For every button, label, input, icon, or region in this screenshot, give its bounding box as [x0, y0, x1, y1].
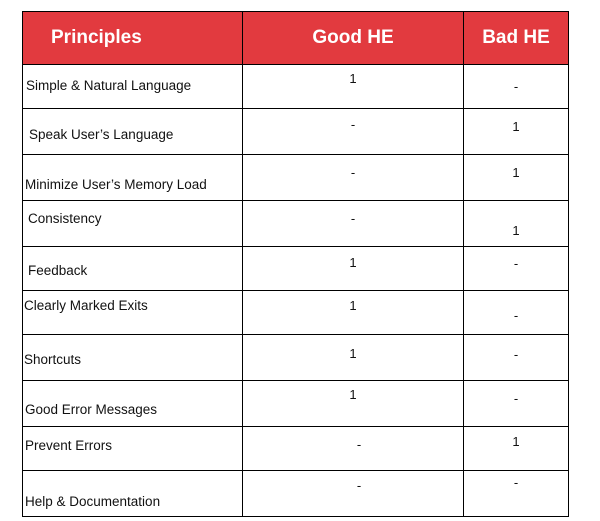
principle-label: Feedback: [28, 263, 88, 278]
table-row: Good Error Messages 1 -: [22, 380, 569, 427]
table-row: Prevent Errors - 1: [22, 426, 569, 471]
bad-he-cell: 1: [463, 200, 569, 247]
principle-label: Shortcuts: [24, 352, 82, 367]
table-row: Shortcuts 1 -: [22, 334, 569, 381]
good-he-cell: -: [242, 154, 464, 201]
bad-he-value: -: [513, 79, 519, 94]
principle-label: Simple & Natural Language: [26, 78, 192, 93]
good-he-value: -: [350, 117, 356, 132]
good-he-value: -: [350, 211, 356, 226]
table-row: Consistency - 1: [22, 200, 569, 247]
bad-he-value: 1: [512, 223, 520, 238]
principle-label: Speak User’s Language: [29, 127, 174, 142]
table-row: Help & Documentation - -: [22, 470, 569, 517]
header-principles: Principles: [22, 11, 243, 65]
bad-he-cell: -: [463, 64, 569, 109]
header-good-he: Good HE: [242, 11, 464, 65]
principle-cell: Consistency: [22, 200, 243, 247]
principle-label: Help & Documentation: [25, 494, 161, 509]
principle-label: Consistency: [28, 211, 102, 226]
principle-cell: Feedback: [22, 246, 243, 291]
bad-he-cell: -: [463, 470, 569, 517]
table-row: Feedback 1 -: [22, 246, 569, 291]
bad-he-cell: -: [463, 290, 569, 335]
principle-cell: Help & Documentation: [22, 470, 243, 517]
bad-he-cell: -: [463, 246, 569, 291]
good-he-value: 1: [349, 387, 357, 402]
bad-he-value: 1: [512, 119, 520, 134]
good-he-cell: -: [242, 426, 464, 471]
principle-label: Prevent Errors: [25, 438, 113, 453]
principle-cell: Minimize User’s Memory Load: [22, 154, 243, 201]
good-he-value: 1: [349, 71, 357, 86]
table-row: Minimize User’s Memory Load - 1: [22, 154, 569, 201]
table-row: Simple & Natural Language 1 -: [22, 64, 569, 109]
table-row: Speak User’s Language - 1: [22, 108, 569, 155]
bad-he-value: -: [513, 391, 519, 406]
principle-cell: Clearly Marked Exits: [22, 290, 243, 335]
bad-he-value: 1: [512, 165, 520, 180]
good-he-cell: 1: [242, 246, 464, 291]
principle-cell: Prevent Errors: [22, 426, 243, 471]
bad-he-cell: 1: [463, 154, 569, 201]
good-he-cell: -: [242, 200, 464, 247]
bad-he-cell: -: [463, 334, 569, 381]
table-row: Clearly Marked Exits 1 -: [22, 290, 569, 335]
good-he-value: -: [356, 478, 362, 493]
good-he-value: 1: [349, 298, 357, 313]
good-he-value: 1: [349, 346, 357, 361]
bad-he-value: -: [513, 475, 519, 490]
bad-he-cell: 1: [463, 108, 569, 155]
principle-cell: Shortcuts: [22, 334, 243, 381]
bad-he-value: -: [513, 347, 519, 362]
bad-he-value: 1: [512, 434, 520, 449]
principle-cell: Speak User’s Language: [22, 108, 243, 155]
principle-label: Minimize User’s Memory Load: [25, 177, 207, 192]
good-he-value: 1: [349, 255, 357, 270]
good-he-cell: -: [242, 470, 464, 517]
bad-he-cell: 1: [463, 426, 569, 471]
good-he-cell: -: [242, 108, 464, 155]
good-he-cell: 1: [242, 380, 464, 427]
bad-he-value: -: [513, 308, 519, 323]
principle-cell: Good Error Messages: [22, 380, 243, 427]
good-he-cell: 1: [242, 290, 464, 335]
heuristic-evaluation-table: Principles Good HE Bad HE Simple & Natur…: [22, 11, 569, 517]
principle-label: Good Error Messages: [25, 402, 158, 417]
header-bad-he: Bad HE: [463, 11, 569, 65]
good-he-value: -: [350, 165, 356, 180]
bad-he-cell: -: [463, 380, 569, 427]
good-he-value: -: [356, 437, 362, 452]
principle-cell: Simple & Natural Language: [22, 64, 243, 109]
good-he-cell: 1: [242, 334, 464, 381]
heuristic-evaluation-table-container: Principles Good HE Bad HE Simple & Natur…: [22, 11, 569, 517]
bad-he-value: -: [513, 256, 519, 271]
good-he-cell: 1: [242, 64, 464, 109]
header-row: Principles Good HE Bad HE: [22, 11, 569, 65]
principle-label: Clearly Marked Exits: [24, 298, 148, 313]
